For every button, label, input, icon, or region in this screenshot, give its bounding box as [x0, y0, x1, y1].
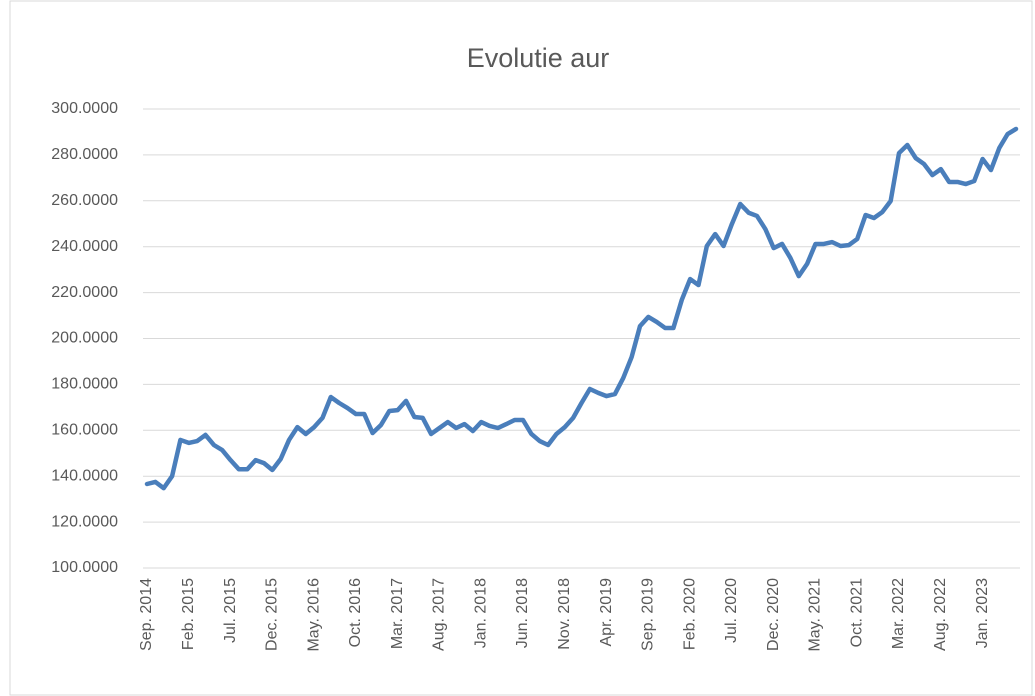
x-tick-label: Oct. 2016	[347, 578, 364, 647]
y-tick-label: 260.0000	[51, 192, 118, 209]
y-tick-label: 300.0000	[51, 100, 118, 117]
x-tick-label: Dec. 2020	[765, 578, 782, 651]
y-tick-label: 100.0000	[51, 559, 118, 576]
x-tick-label: May. 2021	[807, 578, 824, 652]
x-tick-label: Mar. 2022	[890, 578, 907, 649]
x-tick-label: Sep. 2019	[640, 578, 657, 651]
y-tick-label: 140.0000	[51, 467, 118, 484]
y-tick-label: 240.0000	[51, 238, 118, 255]
x-tick-label: May. 2016	[305, 578, 322, 652]
y-tick-label: 160.0000	[51, 422, 118, 439]
y-tick-label: 120.0000	[51, 513, 118, 530]
y-tick-label: 220.0000	[51, 284, 118, 301]
y-tick-label: 200.0000	[51, 330, 118, 347]
x-tick-label: Oct. 2021	[848, 578, 865, 647]
y-tick-label: 180.0000	[51, 376, 118, 393]
x-tick-label: Dec. 2015	[264, 578, 281, 651]
x-tick-label: Jun. 2018	[514, 578, 531, 648]
x-tick-label: Apr. 2019	[598, 578, 615, 647]
x-tick-label: Jul. 2015	[222, 578, 239, 643]
x-tick-label: Feb. 2015	[180, 578, 197, 650]
data-line	[144, 126, 1019, 491]
chart-title: Evolutie aur	[467, 43, 610, 73]
x-tick-label: Sep. 2014	[138, 578, 155, 651]
x-tick-label: Jan. 2018	[472, 578, 489, 648]
y-tick-label: 280.0000	[51, 146, 118, 163]
x-tick-label: Nov. 2018	[556, 578, 573, 650]
x-tick-label: Jan. 2023	[974, 578, 991, 648]
x-tick-label: Aug. 2022	[932, 578, 949, 651]
x-tick-label: Aug. 2017	[431, 578, 448, 651]
x-tick-label: Jul. 2020	[723, 578, 740, 643]
chart-border	[9, 0, 1033, 696]
x-tick-label: Feb. 2020	[681, 578, 698, 650]
x-tick-label: Mar. 2017	[389, 578, 406, 649]
